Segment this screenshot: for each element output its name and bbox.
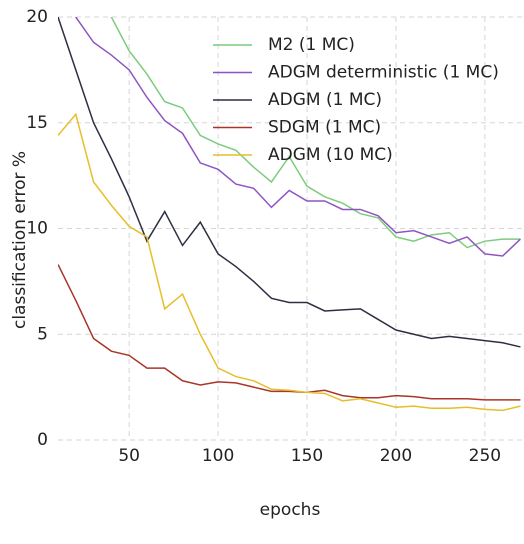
y-tick-label: 0 (37, 430, 48, 450)
y-tick-label: 20 (26, 7, 48, 27)
legend-label: ADGM (1 MC) (268, 90, 382, 110)
series-line (110, 17, 521, 249)
legend-label: M2 (1 MC) (268, 35, 355, 55)
series-line (58, 112, 521, 412)
series-line (58, 17, 521, 348)
series-line (58, 264, 521, 401)
legend-label: ADGM (10 MC) (268, 145, 393, 165)
legend-label: SDGM (1 MC) (268, 118, 381, 138)
y-tick-label: 15 (26, 113, 48, 133)
legend-label: ADGM deterministic (1 MC) (268, 63, 499, 83)
x-tick-label: 250 (469, 446, 501, 466)
x-tick-label: 150 (291, 446, 323, 466)
y-axis-label: classification error % (10, 151, 30, 329)
x-axis-label: epochs (260, 500, 321, 520)
x-tick-label: 200 (380, 446, 412, 466)
plot-lines (58, 17, 521, 412)
x-tick-label: 100 (202, 446, 234, 466)
x-tick-label: 50 (118, 446, 140, 466)
series-line (75, 17, 521, 257)
y-tick-label: 10 (26, 219, 48, 239)
y-tick-label: 5 (37, 324, 48, 344)
